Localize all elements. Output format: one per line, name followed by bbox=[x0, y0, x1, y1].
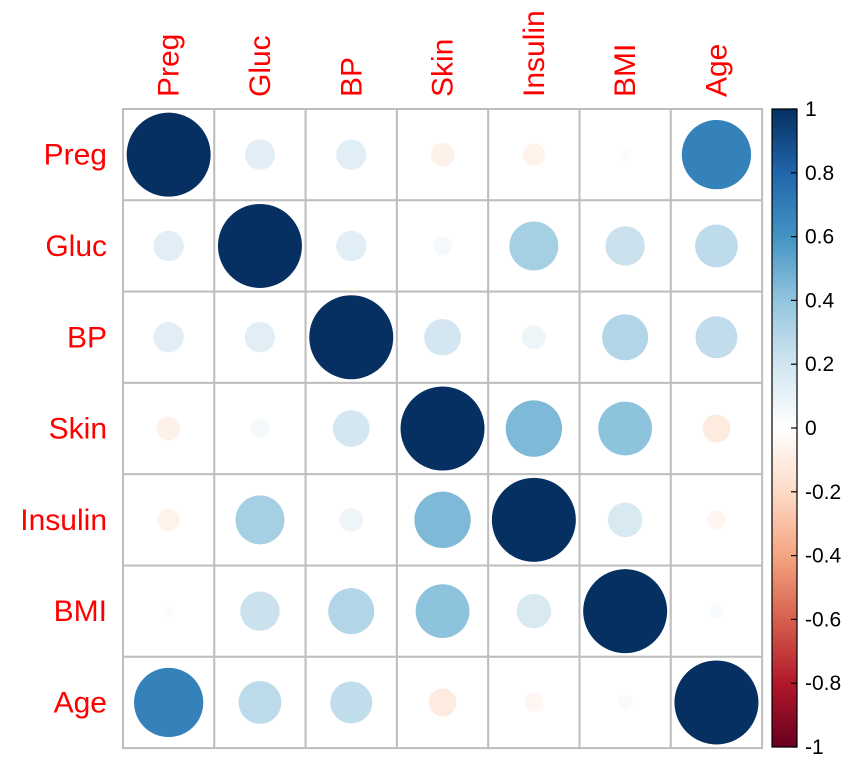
correlation-circle bbox=[491, 477, 576, 562]
correlation-circle bbox=[153, 230, 184, 262]
correlation-circle bbox=[250, 419, 270, 438]
correlation-circle bbox=[681, 120, 752, 190]
colorbar-tick-label: -0.4 bbox=[805, 545, 842, 568]
correlation-circle bbox=[583, 569, 668, 654]
colorbar-tick-label: -1 bbox=[805, 736, 824, 759]
correlation-circle bbox=[238, 681, 282, 724]
row-label: Gluc bbox=[45, 230, 107, 263]
correlation-circle bbox=[240, 591, 280, 631]
row-label: Skin bbox=[49, 413, 107, 446]
column-label: Age bbox=[700, 44, 733, 97]
correlation-circle bbox=[707, 510, 726, 530]
correlation-circle bbox=[430, 142, 455, 167]
correlation-circle bbox=[339, 507, 364, 532]
column-label: Insulin bbox=[518, 10, 551, 97]
correlation-circle bbox=[157, 508, 180, 531]
correlation-circle bbox=[244, 139, 276, 170]
colorbar-tick-label: 0.8 bbox=[805, 162, 834, 185]
correlation-circle bbox=[400, 386, 485, 471]
correlation-circle bbox=[415, 584, 470, 639]
correlation-circle bbox=[424, 318, 461, 356]
correlation-circle bbox=[235, 495, 285, 545]
correlation-circle bbox=[695, 316, 738, 359]
correlation-circle bbox=[126, 112, 211, 197]
column-label: BMI bbox=[609, 44, 642, 97]
correlation-circle bbox=[617, 695, 633, 710]
correlation-circle bbox=[505, 400, 563, 457]
correlation-circle bbox=[332, 410, 370, 447]
correlation-circle bbox=[336, 139, 367, 170]
column-label: Skin bbox=[427, 39, 460, 97]
correlation-circle bbox=[605, 226, 645, 266]
correlation-circle bbox=[156, 416, 181, 441]
correlation-circle bbox=[309, 295, 394, 380]
correlation-circle bbox=[336, 230, 367, 262]
colorbar-tick-label: 0 bbox=[805, 417, 817, 440]
correlation-circle bbox=[509, 221, 559, 271]
correlation-circle bbox=[244, 322, 276, 353]
grid-cell bbox=[122, 381, 216, 476]
colorbar-tick-label: 0.4 bbox=[805, 289, 835, 312]
correlation-circle bbox=[433, 236, 452, 256]
correlation-circle bbox=[134, 667, 204, 738]
row-label: Preg bbox=[44, 139, 107, 172]
colorbar-tick-label: 0.2 bbox=[805, 353, 834, 376]
correlation-circle bbox=[217, 203, 302, 288]
row-label: Age bbox=[54, 686, 107, 719]
colorbar-tick-label: 0.6 bbox=[805, 226, 834, 249]
grid-cell bbox=[669, 199, 764, 293]
correlation-circle bbox=[522, 143, 545, 166]
colorbar-tick-label: 1 bbox=[805, 98, 817, 121]
correlation-circle bbox=[702, 414, 731, 443]
correlation-circle bbox=[674, 660, 759, 745]
correlation-circle bbox=[619, 148, 632, 161]
row-label: BP bbox=[67, 321, 107, 354]
correlation-circle bbox=[428, 688, 457, 717]
correlation-circle bbox=[602, 314, 649, 361]
correlation-circle bbox=[153, 322, 184, 353]
grid-cell bbox=[122, 199, 216, 293]
correlation-circle bbox=[414, 491, 471, 549]
correlation-circle bbox=[330, 681, 373, 724]
correlation-circle bbox=[162, 605, 175, 618]
row-label: BMI bbox=[54, 595, 107, 628]
correlation-circle bbox=[607, 502, 643, 538]
correlation-circle bbox=[516, 593, 552, 629]
correlation-circle bbox=[598, 401, 653, 456]
column-label: BP bbox=[335, 57, 368, 97]
colorbar-tick-label: -0.8 bbox=[805, 672, 841, 695]
grid-cell bbox=[395, 564, 490, 658]
row-label: Insulin bbox=[20, 504, 107, 537]
correlation-circle bbox=[328, 588, 375, 635]
column-label: Gluc bbox=[244, 35, 277, 97]
colorbar-tick-label: -0.2 bbox=[805, 481, 841, 504]
colorbar-tick-label: -0.6 bbox=[805, 608, 841, 631]
column-label: Preg bbox=[153, 34, 186, 97]
correlation-circle bbox=[521, 325, 546, 350]
correlation-circle bbox=[695, 224, 738, 268]
correlation-circle bbox=[709, 603, 724, 619]
correlation-circle bbox=[524, 693, 544, 712]
